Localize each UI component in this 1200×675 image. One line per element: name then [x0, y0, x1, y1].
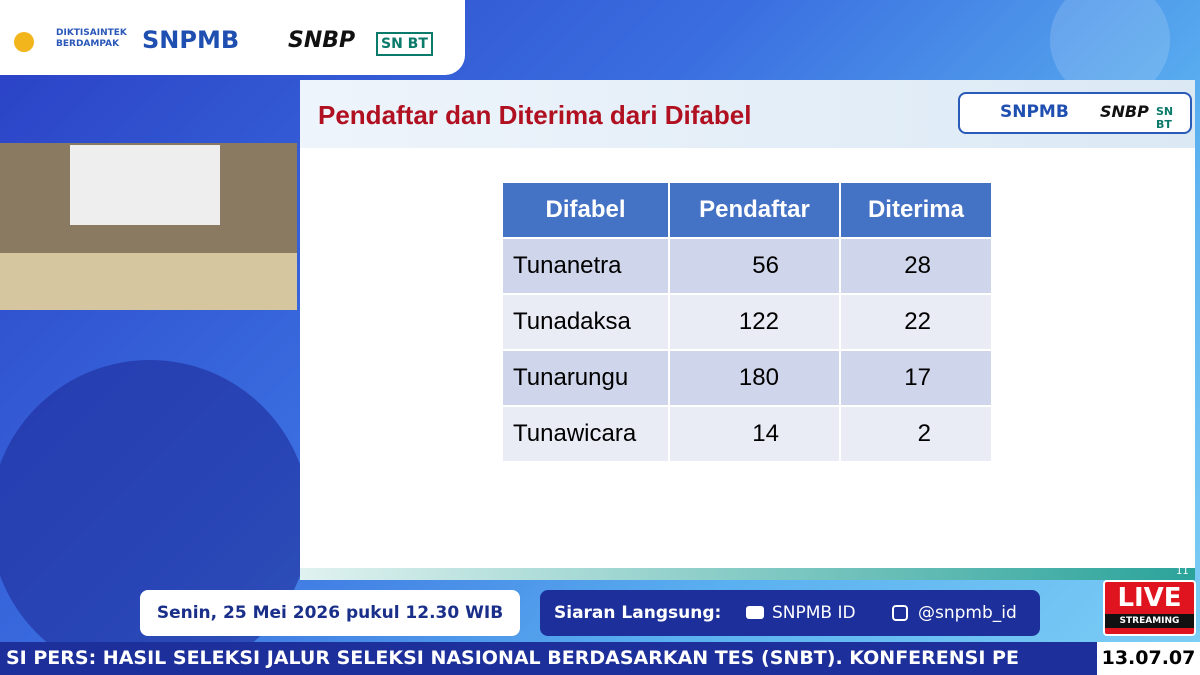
streaming-text: STREAMING — [1105, 614, 1194, 628]
header-cell: Pendaftar — [670, 183, 839, 237]
instagram-icon — [892, 605, 908, 621]
table-row: Tunawicara 14 2 — [503, 407, 991, 461]
page-number: 11 — [1176, 566, 1189, 577]
slide-snbp-logo: SNBP — [1100, 102, 1149, 121]
cell: 22 — [840, 295, 991, 349]
cell: 56 — [670, 239, 839, 293]
header-cell: Diterima — [840, 183, 991, 237]
broadcast-box: Siaran Langsung: SNPMB ID @snpmb_id — [540, 590, 1040, 636]
slide-footer — [300, 568, 1195, 580]
logo-panel: DIKTISAINTEK BERDAMPAK SNPMB SNBP SN BT — [0, 0, 465, 75]
cell: 2 — [840, 407, 991, 461]
cell: 122 — [670, 295, 839, 349]
ministry-icon — [14, 32, 34, 52]
snbp-logo: SNBP — [288, 28, 356, 53]
snpmb-logo: SNPMB — [142, 26, 240, 54]
difabel-table: Difabel Pendaftar Diterima Tunanetra 56 28… — [501, 181, 993, 463]
cell: 14 — [670, 407, 839, 461]
cell: Tunarungu — [503, 351, 668, 405]
ministry-logo: DIKTISAINTEK BERDAMPAK — [56, 28, 127, 49]
youtube-handle: SNPMB ID — [772, 603, 856, 623]
clock: 13.07.07 — [1097, 642, 1200, 675]
instagram-handle: @snpmb_id — [918, 603, 1017, 623]
table-row: Tunanetra 56 28 — [503, 239, 991, 293]
cell: 17 — [840, 351, 991, 405]
cell: 28 — [840, 239, 991, 293]
live-badge: LIVE STREAMING — [1103, 580, 1196, 636]
desk — [0, 253, 297, 310]
snbt-logo: SN BT — [376, 32, 433, 56]
table-header: Difabel Pendaftar Diterima — [503, 183, 991, 237]
slide-title: Pendaftar dan Diterima dari Difabel — [318, 100, 752, 130]
date-box: Senin, 25 Mei 2026 pukul 12.30 WIB — [140, 590, 520, 636]
cell: 180 — [670, 351, 839, 405]
news-ticker: SI PERS: HASIL SELEKSI JALUR SELEKSI NAS… — [0, 642, 1097, 675]
cell: Tunawicara — [503, 407, 668, 461]
table-row: Tunadaksa 122 22 — [503, 295, 991, 349]
youtube-icon — [746, 606, 764, 619]
slide-snpmb-logo: SNPMB — [1000, 102, 1069, 122]
header-cell: Difabel — [503, 183, 668, 237]
slide-logo-box: SNPMB SNBP SN BT — [958, 92, 1192, 134]
broadcast-label: Siaran Langsung: — [554, 603, 722, 623]
live-text: LIVE — [1117, 583, 1182, 613]
cell: Tunanetra — [503, 239, 668, 293]
slide: Pendaftar dan Diterima dari Difabel SNPM… — [300, 80, 1195, 580]
cell: Tunadaksa — [503, 295, 668, 349]
table-row: Tunarungu 180 17 — [503, 351, 991, 405]
camera-inset — [0, 143, 297, 310]
slide-snbt-logo: SN BT — [1156, 105, 1174, 131]
screen — [70, 145, 220, 225]
